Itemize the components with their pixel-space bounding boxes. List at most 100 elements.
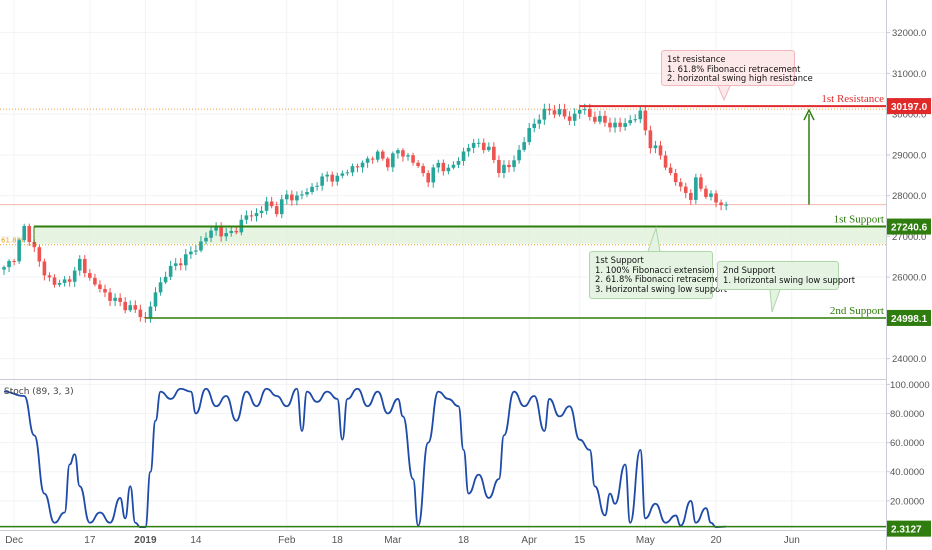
candle bbox=[532, 118, 537, 133]
time-tick-label: 18 bbox=[458, 535, 470, 546]
candle bbox=[178, 258, 183, 271]
candle-body bbox=[628, 120, 632, 124]
candle bbox=[199, 236, 203, 253]
candle-body bbox=[598, 115, 602, 122]
candle bbox=[320, 173, 324, 191]
candle bbox=[88, 269, 92, 281]
osc-tick-label: 20.0000 bbox=[890, 496, 924, 507]
candle bbox=[300, 190, 304, 200]
candle-body bbox=[522, 142, 526, 150]
candle bbox=[330, 171, 335, 187]
candle-body bbox=[189, 251, 193, 255]
candle bbox=[446, 164, 451, 175]
candle-body bbox=[370, 158, 375, 160]
candle-body bbox=[456, 160, 461, 165]
candle-body bbox=[168, 265, 173, 277]
candle bbox=[663, 151, 668, 171]
candle-body bbox=[699, 177, 703, 189]
candlestick-series bbox=[2, 103, 728, 323]
candle bbox=[719, 199, 723, 211]
candle-body bbox=[320, 176, 324, 186]
candle bbox=[668, 163, 673, 176]
candle-body bbox=[562, 109, 567, 117]
candle bbox=[42, 258, 47, 281]
candle bbox=[133, 300, 138, 313]
candle-body bbox=[436, 162, 441, 168]
time-tick-label: Feb bbox=[278, 535, 296, 546]
candle-body bbox=[441, 162, 446, 172]
candle-body bbox=[138, 309, 143, 318]
resistance-callout-line-1: 1. 61.8% Fibonacci retracement bbox=[667, 63, 801, 74]
support2-callout: 2nd Support 1. Horizontal swing low supp… bbox=[717, 261, 855, 290]
price-tick-label: 30000.0 bbox=[892, 110, 926, 121]
candle-body bbox=[446, 167, 451, 172]
candle bbox=[421, 163, 425, 177]
candle bbox=[537, 114, 542, 129]
support1-callout: 1st Support 1. 100% Fibonacci extension … bbox=[589, 251, 728, 299]
candle-body bbox=[47, 275, 52, 278]
candle bbox=[279, 194, 284, 219]
candle-body bbox=[62, 279, 67, 283]
candle-body bbox=[411, 155, 415, 163]
candle bbox=[204, 232, 208, 245]
candle-body bbox=[229, 230, 234, 234]
candle-body bbox=[103, 288, 107, 293]
candle-body bbox=[714, 193, 718, 203]
candle bbox=[335, 172, 340, 186]
candle bbox=[623, 118, 627, 131]
candle-body bbox=[603, 115, 607, 123]
candle bbox=[481, 138, 486, 154]
candle-body bbox=[552, 110, 557, 115]
candle-body bbox=[375, 151, 380, 160]
candle bbox=[184, 248, 188, 271]
candle-body bbox=[502, 164, 506, 173]
level-lines: 1st Resistance 1st Support 2nd Support bbox=[33, 93, 886, 319]
candle-body bbox=[365, 158, 370, 163]
candle bbox=[77, 255, 82, 276]
candle-body bbox=[133, 305, 138, 310]
candle-body bbox=[295, 195, 299, 201]
time-tick-label: 18 bbox=[332, 535, 344, 546]
candle bbox=[158, 277, 163, 296]
candle-body bbox=[77, 258, 82, 271]
candle bbox=[98, 280, 102, 293]
time-tick-label: 20 bbox=[710, 535, 722, 546]
candle bbox=[173, 258, 178, 271]
candle-body bbox=[178, 263, 183, 266]
candle-body bbox=[57, 282, 62, 285]
price-tick-label: 31000.0 bbox=[892, 69, 926, 80]
candle bbox=[411, 152, 415, 166]
candle bbox=[648, 125, 653, 154]
candle-body bbox=[274, 206, 279, 215]
candle-body bbox=[340, 173, 345, 176]
candle bbox=[471, 138, 476, 154]
candle-body bbox=[335, 175, 340, 182]
candle bbox=[567, 111, 572, 126]
candle-body bbox=[391, 153, 395, 168]
candle-body bbox=[572, 113, 577, 121]
candle bbox=[396, 148, 400, 159]
candle-body bbox=[724, 204, 728, 206]
candle-body bbox=[315, 185, 319, 187]
oscillator-badge-bg bbox=[887, 520, 931, 537]
candle-body bbox=[593, 116, 597, 122]
candle bbox=[72, 266, 77, 288]
candle bbox=[290, 190, 294, 206]
candle-body bbox=[345, 172, 350, 174]
support2-callout-pointer bbox=[769, 289, 781, 313]
candle bbox=[572, 108, 577, 126]
candle bbox=[285, 190, 289, 205]
candle-body bbox=[264, 201, 269, 211]
candle bbox=[315, 182, 319, 191]
candle-body bbox=[259, 210, 264, 214]
resistance-callout-pointer bbox=[717, 85, 731, 102]
candle-body bbox=[244, 215, 249, 220]
candle bbox=[249, 210, 254, 222]
candle-body bbox=[512, 160, 516, 168]
candle-body bbox=[17, 240, 21, 262]
candle bbox=[557, 103, 562, 117]
candle bbox=[441, 159, 446, 176]
candle-body bbox=[93, 277, 97, 285]
candle bbox=[12, 259, 16, 266]
candle bbox=[507, 160, 511, 173]
